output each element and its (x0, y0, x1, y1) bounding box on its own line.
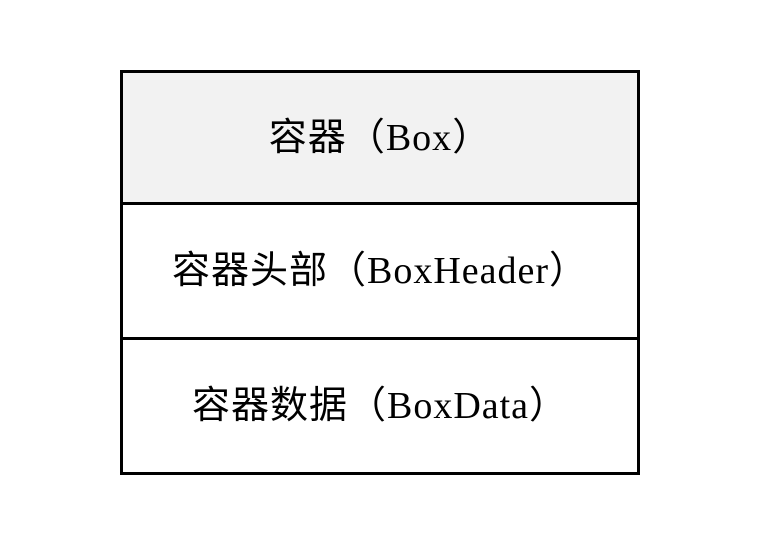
row-boxdata-label-en: BoxData (387, 387, 529, 425)
close-paren: ） (529, 387, 568, 425)
row-box-label-cn: 容器 (269, 119, 347, 157)
open-paren: （ (347, 119, 386, 157)
row-box: 容器 （ Box ） (120, 70, 640, 205)
row-boxheader: 容器头部 （ BoxHeader ） (120, 205, 640, 340)
open-paren: （ (328, 252, 367, 290)
row-box-label-en: Box (386, 119, 452, 157)
close-paren: ） (549, 252, 588, 290)
row-boxdata: 容器数据 （ BoxData ） (120, 340, 640, 475)
row-boxheader-label-cn: 容器头部 (172, 252, 328, 290)
close-paren: ） (452, 119, 491, 157)
row-boxdata-label-cn: 容器数据 (192, 387, 348, 425)
open-paren: （ (348, 387, 387, 425)
row-boxheader-label-en: BoxHeader (367, 252, 549, 290)
box-structure-diagram: 容器 （ Box ） 容器头部 （ BoxHeader ） 容器数据 （ Box… (120, 70, 640, 475)
